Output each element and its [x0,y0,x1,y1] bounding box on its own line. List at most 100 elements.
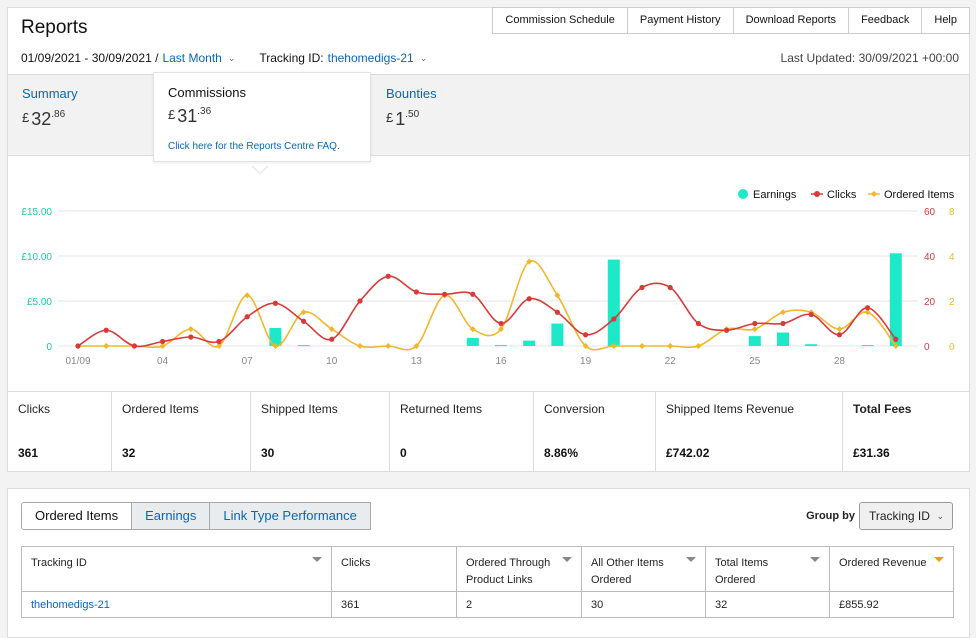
clicks-point [357,298,363,304]
column-header-ordered-revenue[interactable]: Ordered Revenue [829,546,954,592]
summary-tile[interactable]: Summary £32.86 [22,86,78,130]
ordered-items-point [639,343,645,349]
breakdown-card: Ordered Items Earnings Link Type Perform… [7,488,970,638]
help-link[interactable]: Help [921,7,970,34]
metric-clicks: Clicks 361 [8,392,112,472]
clicks-point [893,336,899,342]
clicks-point [470,291,476,297]
y-clicks-tick-label: 20 [924,297,936,308]
sort-icon[interactable] [810,557,820,562]
ordered-items-point [216,343,222,349]
ordered-items-point [469,326,476,333]
group-by: Group by Tracking ID ⌄ [806,502,953,530]
earnings-bar [861,345,874,347]
metric-returned-items: Returned Items 0 [390,392,534,472]
metric-label: Shipped Items Revenue [666,402,795,416]
sort-icon[interactable] [934,557,944,562]
tracking-id-dropdown[interactable]: thehomedigs-21 [327,51,414,65]
sort-icon[interactable] [312,557,322,562]
chevron-down-icon[interactable]: ⌄ [227,52,236,63]
clicks-point [413,289,419,295]
faq-link[interactable]: Click here for the Reports Centre FAQ. [168,141,340,152]
clicks-point [695,320,702,327]
clicks-point [103,327,109,333]
tab-ordered-items[interactable]: Ordered Items [21,502,133,530]
earnings-bar [551,323,564,346]
tab-link-type-performance[interactable]: Link Type Performance [209,502,371,530]
page-title: Reports [21,17,88,38]
summary-label[interactable]: Summary [22,86,78,101]
column-header-total-items[interactable]: Total Items Ordered [705,546,830,592]
earnings-bar [495,345,507,347]
total-items-cell: 32 [705,591,830,618]
ordered-items-point [582,343,589,349]
download-reports-link[interactable]: Download Reports [732,7,850,34]
ordered-items-point [695,343,702,349]
earnings-bar [607,259,620,346]
metric-value: 361 [18,446,39,460]
metric-ordered-items: Ordered Items 32 [112,392,251,472]
tracking-table: Tracking ID Clicks Ordered Through Produ… [21,546,954,618]
commission-schedule-link[interactable]: Commission Schedule [492,7,628,34]
metric-label: Returned Items [400,402,483,416]
feedback-link[interactable]: Feedback [848,7,923,34]
x-tick-label: 07 [242,356,254,367]
y-clicks-tick-label: 60 [924,207,936,218]
earnings-bar [748,336,761,346]
sort-icon[interactable] [562,557,572,562]
bounties-label[interactable]: Bounties [386,86,437,101]
ordered-items-point [300,309,307,316]
x-tick-label: 04 [157,356,169,367]
tab-earnings[interactable]: Earnings [131,502,211,530]
earnings-bar [805,344,818,346]
ordered-items-point [357,343,363,349]
metric-label: Shipped Items [261,402,338,416]
sort-icon[interactable] [686,557,696,562]
legend-earnings-icon [738,189,748,199]
ordered-items-point [864,309,871,316]
clicks-point [667,284,673,291]
metric-conversion: Conversion 8.86% [534,392,656,472]
bounties-value: £1.50 [386,109,420,129]
chevron-down-icon: ⌄ [936,511,944,521]
ordered-items-point [103,343,110,349]
clicks-point [160,338,166,345]
column-header-clicks[interactable]: Clicks [331,546,457,592]
report-filters: 01/09/2021 - 30/09/2021 / Last Month ⌄ T… [21,51,451,65]
y-ordered-tick-label: 8 [949,207,955,218]
metric-label: Total Fees [853,402,912,416]
earnings-bar [889,253,902,346]
clicks-point [639,284,645,291]
breakdown-tabs: Ordered Items Earnings Link Type Perform… [21,502,371,530]
product-links-cell: 2 [456,591,582,618]
metric-value: 30 [261,446,275,460]
payment-history-link[interactable]: Payment History [626,7,734,34]
column-header-all-other-items[interactable]: All Other Items Ordered [581,546,706,592]
commissions-label: Commissions [168,85,247,100]
clicks-point [780,320,786,327]
date-preset-dropdown[interactable]: Last Month [162,51,222,65]
clicks-point [301,318,307,324]
earnings-chart: 0 £5.00 £10.00 £15.00 0 20 40 60 0 2 4 8 01/09 04 07 10… [21,189,955,367]
y-ordered-tick-label: 2 [949,297,955,308]
metric-value: 0 [400,446,407,460]
column-header-ordered-through-product-links[interactable]: Ordered Through Product Links [456,546,582,592]
chevron-down-icon[interactable]: ⌄ [419,52,428,63]
clicks-point [216,338,222,345]
earnings-bar [777,332,789,346]
tracking-id-cell[interactable]: thehomedigs-21 [21,591,332,618]
metric-label: Ordered Items [122,402,199,416]
table-row: thehomedigs-21 361 2 30 32 £855.92 [21,591,954,618]
column-header-tracking-id[interactable]: Tracking ID [21,546,332,592]
x-tick-label: 28 [834,356,846,367]
ordered-items-point [272,343,279,349]
y-ordered-tick-label: 0 [949,342,955,353]
ordered-items-point [498,326,504,333]
bounties-tile[interactable]: Bounties £1.50 [386,86,437,130]
group-by-select[interactable]: Tracking ID ⌄ [859,502,953,530]
clicks-point [75,343,81,349]
metric-label: Clicks [18,402,50,416]
clicks-point [836,332,843,338]
clicks-point [272,300,278,306]
x-tick-label: 13 [411,356,423,367]
